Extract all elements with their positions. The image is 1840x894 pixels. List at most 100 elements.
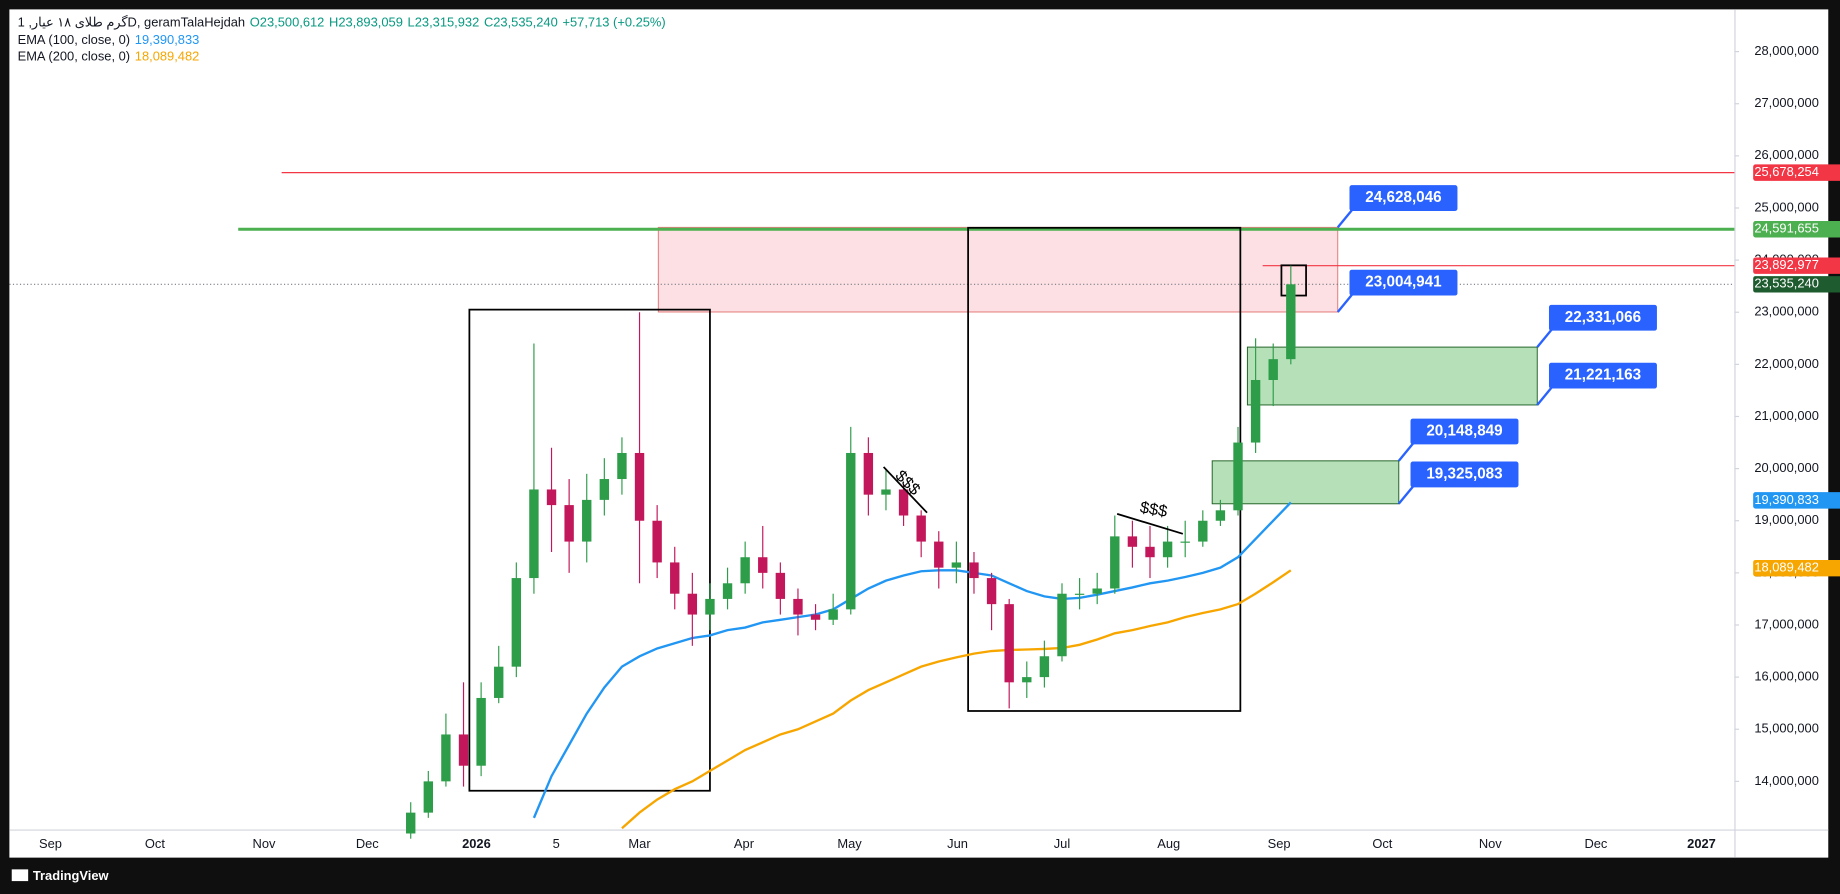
price-badge: [1753, 257, 1840, 274]
candle-body: [1074, 593, 1085, 595]
x-tick-label: Aug: [1157, 836, 1180, 851]
y-tick-label: 19,000,000: [1754, 512, 1819, 527]
y-tick-label: 23,000,000: [1754, 304, 1819, 319]
y-tick-label: 21,000,000: [1754, 408, 1819, 423]
candle-body: [529, 489, 539, 579]
candle-body: [1268, 359, 1278, 380]
y-tick-label: 15,000,000: [1754, 721, 1819, 736]
candle-body: [969, 562, 979, 579]
price-badge-label: 18,089,482: [1754, 560, 1819, 575]
annotation-line: [882, 466, 928, 514]
candle-body: [546, 489, 557, 506]
candle-body: [476, 697, 486, 766]
price-badge: [1753, 164, 1840, 181]
candle-body: [722, 583, 733, 599]
x-tick-label: Sep: [1268, 836, 1291, 851]
annotation-line: [1116, 513, 1184, 535]
callout-label: 22,331,066: [1565, 309, 1641, 326]
y-tick-label: 14,000,000: [1754, 773, 1819, 788]
candle-body: [1004, 604, 1014, 683]
symbol: گرم طلای ۱۸ عیار, 1D, geramTalaHejdah: [18, 15, 245, 31]
candle-body: [406, 812, 416, 834]
candle-body: [1215, 510, 1226, 521]
callout-label: 23,004,941: [1365, 274, 1442, 291]
x-tick-label: Apr: [734, 836, 755, 851]
candle-body: [1162, 541, 1173, 558]
candle-body: [828, 609, 838, 620]
candle-body: [1110, 536, 1120, 589]
candle-body: [1233, 442, 1243, 511]
candle-body: [846, 452, 856, 610]
candle-body: [1250, 379, 1261, 443]
candle-body: [564, 505, 574, 542]
candle-body: [916, 515, 926, 542]
candle-body: [810, 614, 821, 620]
candle-body: [934, 541, 944, 568]
y-tick-label: 28,000,000: [1754, 43, 1819, 58]
candle-body: [599, 479, 610, 500]
candle-body: [1145, 546, 1155, 558]
ema-line: [621, 569, 1292, 830]
candle-body: [863, 452, 874, 495]
callout-box: [1349, 269, 1458, 296]
price-badge: [1753, 492, 1840, 509]
price-badge: [1753, 221, 1840, 238]
brand: TradingView: [33, 868, 110, 883]
box: [468, 308, 711, 792]
candle-body: [1092, 588, 1102, 594]
y-tick-label: 27,000,000: [1754, 95, 1819, 110]
x-tick-label: Jul: [1054, 836, 1070, 851]
y-tick-label: 17,000,000: [1754, 616, 1819, 631]
price-badge: [1753, 276, 1840, 293]
zone: [657, 226, 1339, 313]
x-tick-label: Oct: [1372, 836, 1392, 851]
x-tick-label: Nov: [1479, 836, 1502, 851]
candle-body: [1057, 593, 1067, 657]
open: O23,500,612: [250, 15, 325, 30]
ema-value: 18,089,482: [135, 49, 200, 64]
ema-name: EMA (100, close, 0): [18, 32, 130, 47]
price-badge: [1753, 559, 1840, 577]
price-badge-label: 23,535,240: [1754, 276, 1819, 291]
candle-body: [441, 734, 451, 782]
brand-logo: [11, 869, 29, 882]
ema-name: EMA (200, close, 0): [18, 49, 130, 64]
callout-box: [1548, 362, 1657, 389]
legend-ema: EMA (200, close, 0) 18,089,482: [18, 49, 200, 64]
candle-body: [881, 489, 891, 495]
ema-line: [532, 501, 1292, 819]
zone: [1246, 346, 1538, 406]
y-tick-label: 22,000,000: [1754, 356, 1819, 371]
legend-ema: EMA (100, close, 0) 19,390,833: [18, 32, 200, 47]
x-tick-label: Dec: [356, 836, 379, 851]
legend-header: گرم طلای ۱۸ عیار, 1D, geramTalaHejdah O23…: [18, 15, 666, 31]
price-badge-label: 19,390,833: [1754, 492, 1819, 507]
candle-body: [986, 578, 997, 605]
y-tick-label: 20,000,000: [1754, 460, 1819, 475]
candle-body: [458, 734, 469, 766]
callout-label: 20,148,849: [1426, 423, 1502, 440]
candle-body: [775, 572, 786, 599]
y-tick-label: 16,000,000: [1754, 669, 1819, 684]
candle-body: [511, 578, 522, 667]
candle-body: [1022, 677, 1032, 683]
candle-body: [423, 781, 434, 813]
x-tick-label: Dec: [1584, 836, 1607, 851]
candle-body: [652, 520, 662, 563]
callout-label: 19,325,083: [1426, 465, 1502, 482]
candle-body: [1039, 656, 1050, 678]
callout-box: [1410, 418, 1519, 445]
layer: 14,000,000 15,000,000 16,000,000 17,000,000…: [9, 43, 1840, 851]
candle-body: [793, 598, 803, 615]
candle-body: [705, 598, 715, 615]
candle-body: [740, 557, 750, 584]
candle-body: [617, 452, 627, 480]
price-badge-label: 23,892,977: [1754, 257, 1819, 272]
annotation: $$$: [1139, 498, 1169, 520]
callout-label: 21,221,163: [1565, 367, 1641, 384]
callout-label: 24,628,046: [1365, 189, 1441, 206]
candle-body: [1180, 541, 1190, 543]
price-badge-label: 25,678,254: [1754, 164, 1819, 179]
x-tick-label: 2027: [1687, 836, 1716, 851]
x-tick-label: Jun: [947, 836, 968, 851]
